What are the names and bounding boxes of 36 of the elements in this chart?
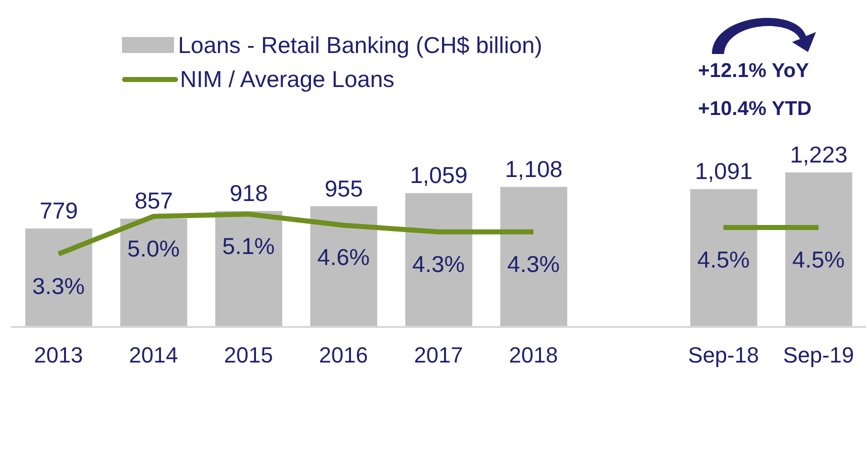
- data-label: 1,108: [504, 156, 563, 182]
- x-tick-label: 2015: [224, 342, 273, 368]
- data-label: 918: [230, 180, 268, 206]
- data-label: 1,091: [694, 158, 753, 184]
- data-label: 4.5%: [792, 246, 845, 272]
- data-label: 3.3%: [32, 272, 85, 299]
- bar: [785, 172, 852, 327]
- data-label: 5.0%: [127, 235, 180, 262]
- bar: [310, 206, 378, 327]
- legend-label: Loans - Retail Banking (CH$ billion): [178, 32, 542, 58]
- bar: [405, 193, 472, 327]
- text: +10.4% YTD: [698, 98, 812, 121]
- text: +12.1% YoY: [698, 60, 809, 83]
- data-label: 4.3%: [412, 250, 465, 277]
- x-tick-label: Sep-18: [688, 342, 759, 368]
- data-label: 1,059: [410, 162, 468, 188]
- data-label: 5.1%: [222, 233, 275, 260]
- data-label: 955: [324, 175, 363, 202]
- x-tick-label: 2016: [319, 342, 368, 368]
- data-label: 4.3%: [507, 250, 560, 277]
- legend-label: NIM / Average Loans: [180, 66, 394, 92]
- data-label: 1,223: [790, 141, 848, 168]
- bar: [25, 228, 92, 327]
- data-label: 4.5%: [697, 246, 750, 272]
- x-tick-label: 2013: [34, 342, 83, 368]
- data-label: 4.6%: [317, 244, 370, 270]
- x-tick-label: 2018: [509, 342, 558, 368]
- bar: [120, 218, 188, 327]
- data-label: 779: [40, 198, 78, 224]
- data-label: 857: [134, 188, 173, 214]
- x-tick-label: Sep-19: [783, 342, 854, 368]
- x-tick-label: 2014: [129, 342, 178, 368]
- bar: [215, 210, 282, 327]
- bar: [690, 189, 758, 327]
- x-tick-label: 2017: [414, 342, 463, 368]
- bar: [500, 186, 568, 327]
